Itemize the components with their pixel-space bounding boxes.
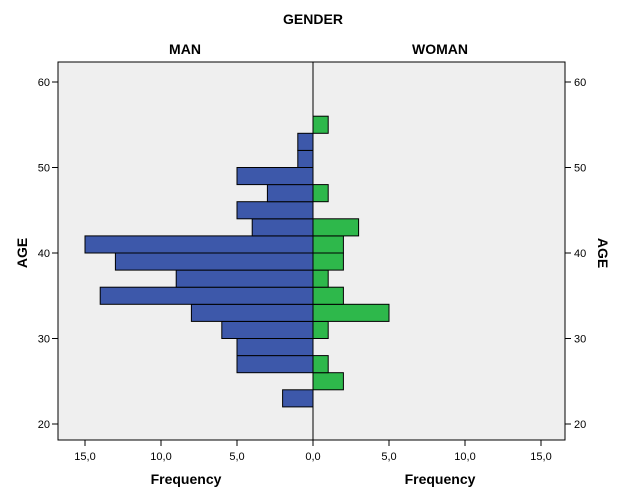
panel-label-woman: WOMAN [412,41,468,57]
x-tick-label: 5,0 [229,451,244,463]
bar-woman-34-36 [312,286,344,305]
bar-woman-36-38 [312,269,329,288]
bar-woman-30-32 [312,320,329,339]
y-tick-label-left: 60 [38,77,50,89]
y-tick-label-right: 30 [574,334,586,346]
bar-man-48-50 [236,167,314,186]
bar-woman-46-48 [312,184,329,203]
bar-man-44-46 [236,201,314,220]
x-tick-label: 0,0 [305,451,320,463]
y-tick-label-left: 30 [38,334,50,346]
bar-man-28-30 [236,338,314,357]
bar-man-42-44 [251,218,314,237]
y-axis-label-left: AGE [14,238,30,268]
x-tick-label: 15,0 [74,451,95,463]
y-tick-label-right: 50 [574,163,586,175]
y-tick-label-right: 40 [574,248,586,260]
bar-woman-32-34 [312,303,390,322]
bar-woman-38-40 [312,252,344,271]
bar-woman-54-56 [312,115,329,134]
bar-man-30-32 [221,320,314,339]
panel-label-man: MAN [169,41,201,57]
bar-man-52-54 [297,132,314,151]
bar-man-22-24 [282,389,314,408]
y-axis-label-right: AGE [595,238,611,268]
bar-man-32-34 [190,303,314,322]
x-tick-label: 10,0 [454,451,475,463]
x-axis-label-man: Frequency [151,471,222,487]
x-axis-label-woman: Frequency [405,471,476,487]
chart-title: GENDER [283,11,343,27]
y-tick-label-right: 20 [574,419,586,431]
bar-man-46-48 [266,184,314,203]
y-tick-label-left: 20 [38,419,50,431]
bar-man-50-52 [297,149,314,168]
bar-man-26-28 [236,355,314,374]
x-tick-label: 5,0 [381,451,396,463]
bar-woman-42-44 [312,218,360,237]
y-tick-label-left: 40 [38,248,50,260]
bar-man-34-36 [99,286,314,305]
bar-woman-26-28 [312,355,329,374]
bar-man-40-42 [84,235,314,254]
y-tick-label-left: 50 [38,163,50,175]
y-tick-label-right: 60 [574,77,586,89]
bar-man-36-38 [175,269,314,288]
x-tick-label: 15,0 [530,451,551,463]
x-tick-label: 10,0 [150,451,171,463]
bar-woman-24-26 [312,372,344,391]
bar-woman-40-42 [312,235,344,254]
bar-man-38-40 [114,252,314,271]
